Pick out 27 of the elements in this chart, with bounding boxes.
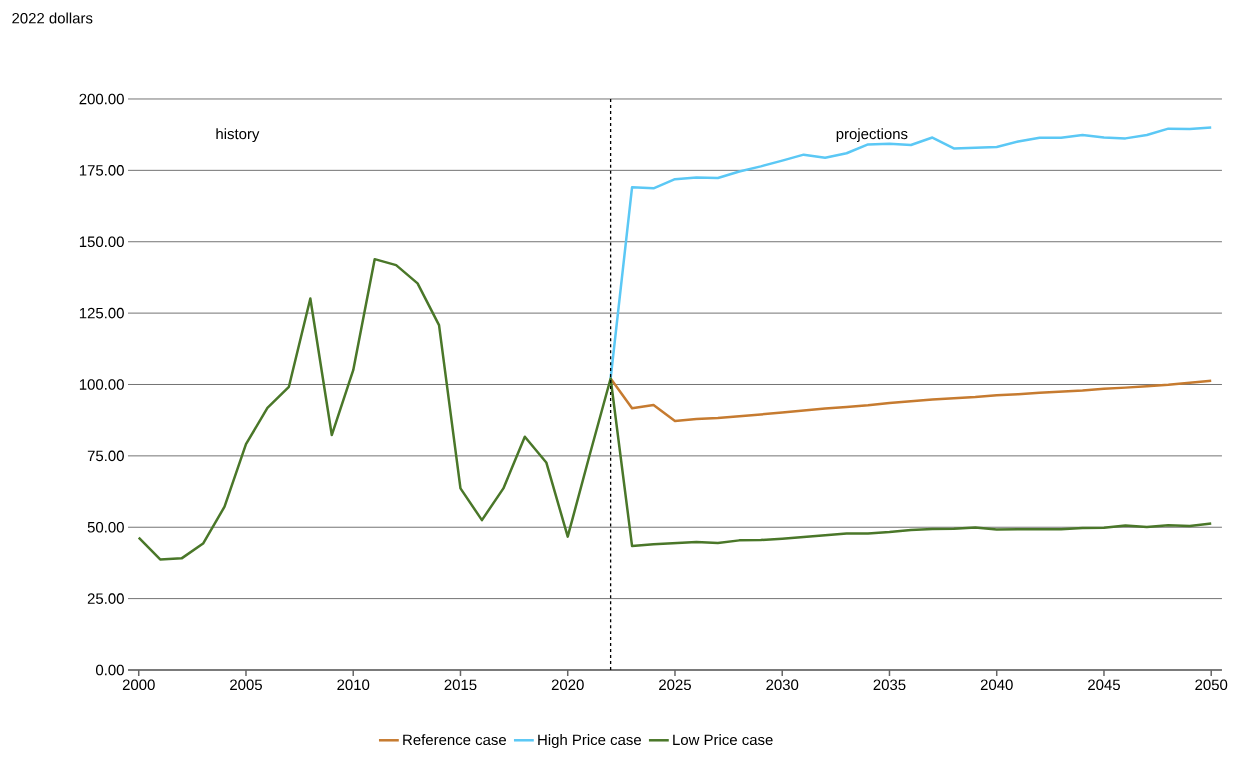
y-tick-label: 50.00 xyxy=(87,521,124,533)
y-tick-label: 125.00 xyxy=(79,307,124,319)
legend-label: Reference case xyxy=(403,734,507,746)
x-tick-label: 2045 xyxy=(1088,679,1120,691)
y-axis-title: 2022 dollars xyxy=(12,12,93,24)
x-tick-label: 2015 xyxy=(444,679,477,691)
y-tick-label: 150.00 xyxy=(79,236,124,248)
x-tick-label: 2035 xyxy=(873,679,906,691)
y-tick-label: 175.00 xyxy=(79,165,124,176)
annotation: history xyxy=(216,128,260,143)
y-tick-label: 0.00 xyxy=(95,664,124,676)
legend-label: High Price case xyxy=(538,734,641,749)
x-tick-label: 2010 xyxy=(337,679,370,691)
y-tick-label: 25.00 xyxy=(87,593,124,604)
y-tick-label: 200.00 xyxy=(79,93,124,105)
x-tick-label: 2025 xyxy=(659,679,691,691)
x-tick-label: 2040 xyxy=(980,679,1013,691)
legend-label: Low Price case xyxy=(673,734,773,746)
line-series xyxy=(609,126,1213,380)
x-tick-label: 2020 xyxy=(551,679,584,691)
x-tick-label: 2050 xyxy=(1195,679,1228,691)
y-tick-label: 75.00 xyxy=(87,450,124,462)
y-tick-label: 100.00 xyxy=(79,379,124,390)
x-tick-label: 2030 xyxy=(766,679,799,691)
x-tick-label: 2000 xyxy=(122,679,155,691)
x-tick-label: 2005 xyxy=(230,679,262,691)
annotation: projections xyxy=(836,128,908,143)
